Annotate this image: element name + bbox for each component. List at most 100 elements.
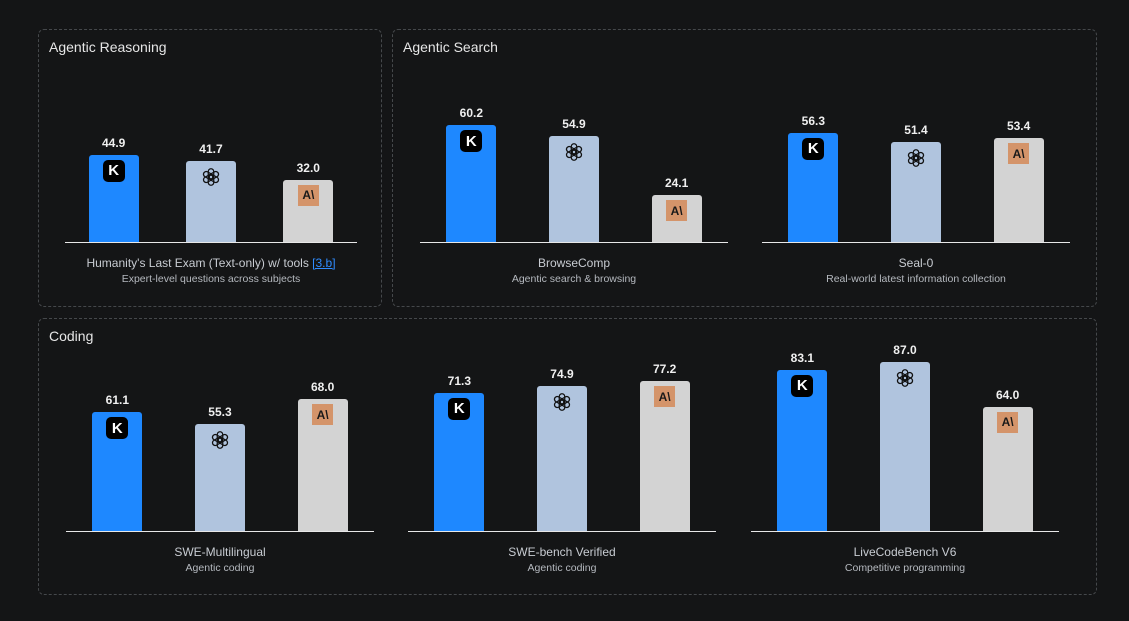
data-label: 32.0 xyxy=(296,160,320,175)
benchmark-group: 83.1 K 87.0 64.0 A\ LiveCodeBench V6 Competiti… xyxy=(751,343,1059,599)
benchmark-group: 60.2 K 54.9 24.1 A\ BrowseComp Agentic search … xyxy=(420,80,728,310)
panel-agentic-search: Agentic Search 60.2 K 54.9 24.1 A\ BrowseComp A… xyxy=(392,29,1097,307)
bar-column-openai: 87.0 xyxy=(879,343,930,531)
benchmark-subtitle: Agentic coding xyxy=(185,562,255,574)
benchmark-name-text: BrowseComp xyxy=(537,256,611,270)
bar-column-anthropic: 24.1 A\ xyxy=(651,176,702,242)
benchmark-subtitle: Expert-level questions across subjects xyxy=(121,273,301,285)
bar-kimi: K xyxy=(788,132,839,242)
bar-anthropic: A\ xyxy=(297,399,348,531)
data-label: 71.3 xyxy=(447,373,471,388)
bar-openai xyxy=(185,161,236,242)
bar-column-kimi: 56.3 K xyxy=(788,113,839,242)
kimi-logo-icon: K xyxy=(448,397,471,420)
benchmark-name: BrowseComp xyxy=(380,256,768,270)
bar-column-anthropic: 53.4 A\ xyxy=(993,119,1044,242)
data-label: 74.9 xyxy=(550,366,574,381)
benchmark-name-text: Humanity's Last Exam (Text-only) w/ tool… xyxy=(86,256,309,270)
plot-area: 71.3 K 74.9 77.2 A\ xyxy=(408,362,716,532)
openai-logo-icon xyxy=(209,429,231,451)
bar-openai xyxy=(536,385,587,531)
data-label: 44.9 xyxy=(101,135,126,150)
bar-kimi: K xyxy=(434,392,485,531)
bar-anthropic: A\ xyxy=(982,406,1033,531)
openai-logo-icon xyxy=(894,367,916,389)
benchmark-name-text: LiveCodeBench V6 xyxy=(853,545,957,559)
bar-column-anthropic: 32.0 A\ xyxy=(283,160,334,242)
openai-logo-icon xyxy=(200,166,222,188)
anthropic-logo-icon: A\ xyxy=(997,411,1019,433)
bar-openai xyxy=(548,135,599,242)
data-label: 41.7 xyxy=(199,142,223,157)
bar-column-anthropic: 68.0 A\ xyxy=(297,380,348,531)
bar-column-anthropic: 64.0 A\ xyxy=(982,388,1033,531)
panel-agentic-reasoning: Agentic Reasoning 44.9 K 41.7 32.0 A\ Humanity… xyxy=(38,29,382,307)
benchmark-group: 44.9 K 41.7 32.0 A\ Humanity's Last Exam (Tex… xyxy=(65,80,357,310)
data-label: 60.2 xyxy=(459,106,483,121)
bar-column-openai: 41.7 xyxy=(185,142,236,242)
benchmark-subtitle: Agentic search & browsing xyxy=(511,273,637,285)
bar-kimi: K xyxy=(88,154,139,242)
kimi-logo-icon: K xyxy=(102,159,125,182)
reference-link[interactable]: [3.b] xyxy=(312,256,336,270)
plot-area: 83.1 K 87.0 64.0 A\ xyxy=(751,343,1059,532)
bar-kimi: K xyxy=(92,412,143,531)
kimi-logo-icon: K xyxy=(791,374,814,397)
anthropic-logo-icon: A\ xyxy=(1008,143,1030,165)
plot-area: 56.3 K 51.4 53.4 A\ xyxy=(762,80,1070,243)
plot-area: 60.2 K 54.9 24.1 A\ xyxy=(420,80,728,243)
data-label: 68.0 xyxy=(310,380,335,395)
benchmark-group: 61.1 K 55.3 68.0 A\ SWE-Multilingual Agentic c… xyxy=(66,369,374,599)
bar-anthropic: A\ xyxy=(993,138,1044,242)
plot-area: 44.9 K 41.7 32.0 A\ xyxy=(65,80,357,243)
data-label: 87.0 xyxy=(893,343,917,358)
bar-column-kimi: 83.1 K xyxy=(777,350,828,531)
plot-area: 61.1 K 55.3 68.0 A\ xyxy=(66,369,374,532)
bar-anthropic: A\ xyxy=(639,381,690,531)
bar-column-openai: 54.9 xyxy=(548,116,599,242)
openai-logo-icon xyxy=(551,391,573,413)
bar-column-openai: 74.9 xyxy=(536,366,587,531)
anthropic-logo-icon: A\ xyxy=(666,200,688,222)
benchmark-name-text: Seal-0 xyxy=(898,256,934,270)
benchmark-name: LiveCodeBench V6 xyxy=(711,545,1099,559)
benchmark-subtitle: Real-world latest information collection xyxy=(826,273,1006,285)
anthropic-logo-icon: A\ xyxy=(297,184,319,206)
benchmark-group: 71.3 K 74.9 77.2 A\ SWE-bench Verified Agentic… xyxy=(408,362,716,599)
data-label: 51.4 xyxy=(904,123,928,138)
bar-column-kimi: 71.3 K xyxy=(434,373,485,531)
data-label: 56.3 xyxy=(801,113,825,128)
kimi-logo-icon: K xyxy=(460,130,483,153)
openai-logo-icon xyxy=(905,147,927,169)
benchmark-name: Humanity's Last Exam (Text-only) w/ tool… xyxy=(25,256,397,270)
data-label: 83.1 xyxy=(790,350,814,365)
bar-kimi: K xyxy=(446,125,497,242)
bar-column-kimi: 44.9 K xyxy=(88,135,139,242)
benchmark-group: 56.3 K 51.4 53.4 A\ Seal-0 Real-world latest i… xyxy=(762,80,1070,310)
bar-openai xyxy=(194,423,245,531)
kimi-logo-icon: K xyxy=(802,137,825,160)
anthropic-logo-icon: A\ xyxy=(312,404,334,426)
openai-logo-icon xyxy=(563,141,585,163)
data-label: 77.2 xyxy=(652,362,677,377)
bar-column-openai: 55.3 xyxy=(194,404,245,531)
bar-column-anthropic: 77.2 A\ xyxy=(639,362,690,531)
bar-kimi: K xyxy=(777,369,828,531)
benchmark-subtitle: Agentic coding xyxy=(527,562,597,574)
bar-anthropic: A\ xyxy=(283,179,334,242)
benchmark-subtitle: Competitive programming xyxy=(844,562,966,574)
kimi-logo-icon: K xyxy=(106,417,129,440)
data-label: 54.9 xyxy=(562,116,586,131)
data-label: 55.3 xyxy=(208,404,232,419)
bar-anthropic: A\ xyxy=(651,195,702,242)
bar-column-kimi: 60.2 K xyxy=(446,106,497,242)
data-label: 53.4 xyxy=(1006,119,1031,134)
panel-coding: Coding 61.1 K 55.3 68.0 A\ SWE-Multilingual Age… xyxy=(38,318,1097,595)
benchmark-name: Seal-0 xyxy=(722,256,1110,270)
benchmark-name: SWE-Multilingual xyxy=(26,545,414,559)
anthropic-logo-icon: A\ xyxy=(654,386,676,408)
panel-title: Coding xyxy=(49,328,94,344)
bar-openai xyxy=(879,362,930,531)
panel-title: Agentic Reasoning xyxy=(49,39,167,55)
data-label: 61.1 xyxy=(105,393,129,408)
